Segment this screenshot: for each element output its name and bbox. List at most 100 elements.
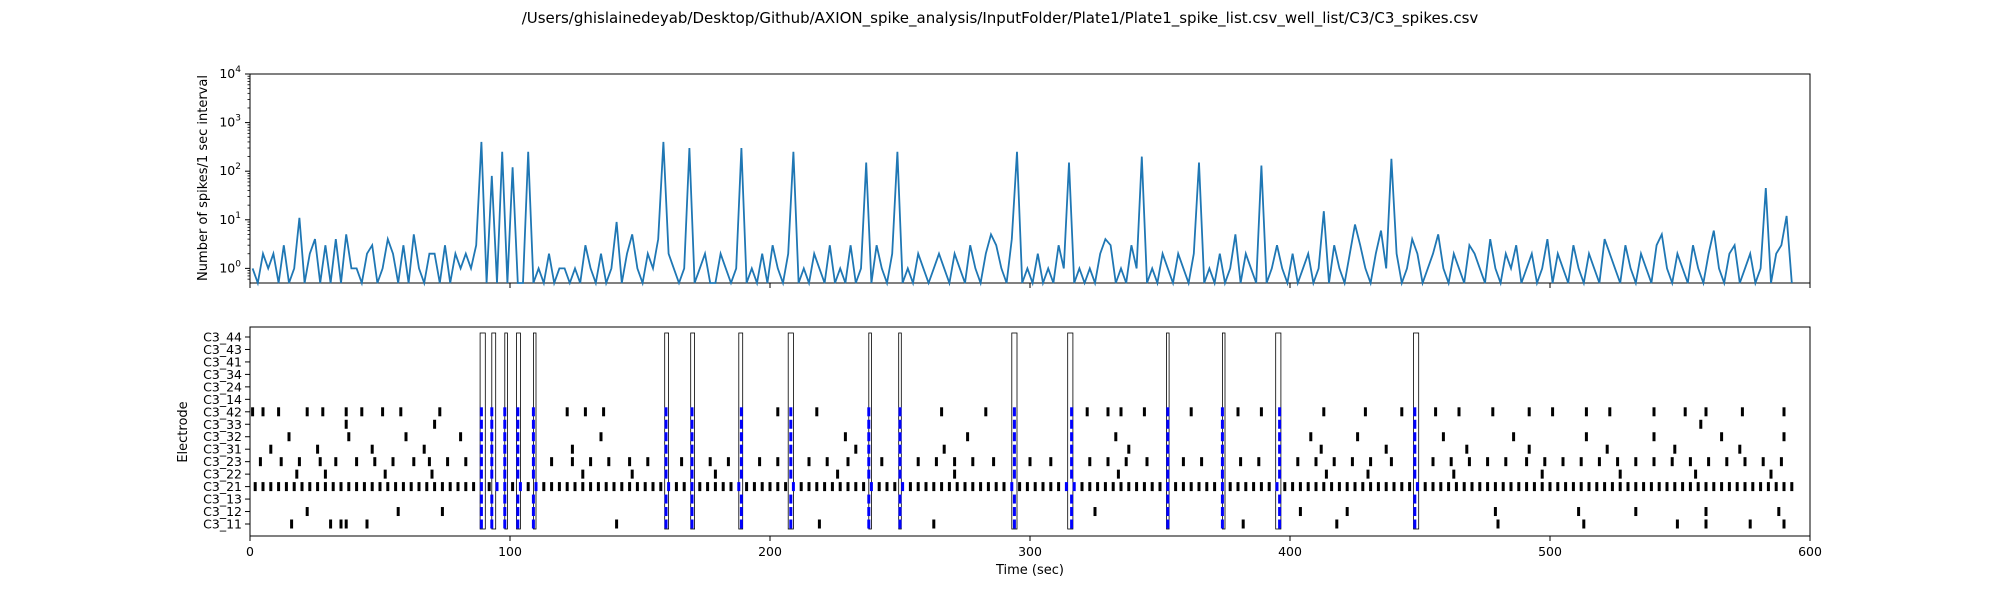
spike — [1127, 444, 1131, 454]
spike — [446, 457, 450, 467]
spike — [994, 482, 998, 492]
spike — [799, 482, 803, 492]
spike — [955, 482, 959, 492]
spike — [1441, 432, 1445, 442]
burst-spike — [490, 494, 494, 504]
spike — [1018, 482, 1022, 492]
network-burst-box — [738, 332, 744, 530]
spike — [1605, 444, 1609, 454]
spike — [1228, 482, 1232, 492]
spike — [292, 482, 296, 492]
spike — [1561, 457, 1565, 467]
spike — [760, 482, 764, 492]
spike — [365, 519, 369, 529]
spike — [472, 482, 476, 492]
burst-spike — [739, 519, 743, 529]
burst-spike — [516, 407, 520, 417]
spike — [768, 482, 772, 492]
burst-spike — [531, 419, 535, 429]
top-axes-frame — [249, 73, 1811, 284]
burst-spike — [490, 469, 494, 479]
burst-spike — [490, 419, 494, 429]
spike — [1257, 457, 1261, 467]
burst-spike — [1070, 444, 1074, 454]
network-burst-box — [1067, 332, 1074, 530]
burst-spike — [867, 469, 871, 479]
spike — [1158, 482, 1162, 492]
spike — [277, 407, 281, 417]
network-burst-box — [516, 332, 521, 530]
spike — [1725, 457, 1729, 467]
burst-spike — [1278, 444, 1282, 454]
spike — [784, 482, 788, 492]
spike — [1252, 482, 1256, 492]
spike — [836, 469, 840, 479]
spike — [1111, 482, 1115, 492]
spike — [1080, 482, 1084, 492]
spike — [542, 482, 546, 492]
spike — [331, 482, 335, 492]
burst-spike — [789, 444, 793, 454]
burst-spike — [869, 482, 873, 492]
spike — [287, 432, 291, 442]
electrode-label: C3_42 — [203, 404, 242, 419]
burst-spike — [867, 507, 871, 517]
spike — [339, 482, 343, 492]
spike — [581, 469, 585, 479]
burst-spike — [1072, 482, 1076, 492]
x-tick-label: 500 — [1538, 544, 1562, 559]
x-tick-label: 400 — [1278, 544, 1302, 559]
spike — [1353, 482, 1357, 492]
burst-spike — [1012, 457, 1016, 467]
burst-spike — [898, 469, 902, 479]
spike — [1322, 482, 1326, 492]
spike — [1049, 482, 1053, 492]
spike — [971, 482, 975, 492]
y-tick-label: 101 — [219, 211, 241, 227]
spike — [1431, 482, 1435, 492]
spike — [1699, 419, 1703, 429]
spike — [924, 482, 928, 492]
burst-spike — [1010, 482, 1014, 492]
spike — [1041, 482, 1045, 492]
electrode-label: C3_23 — [203, 454, 242, 469]
spike — [438, 407, 442, 417]
spike — [885, 482, 889, 492]
spike — [1259, 407, 1263, 417]
spike — [953, 469, 957, 479]
x-tick-label: 0 — [246, 544, 254, 559]
spike — [347, 482, 351, 492]
burst-spike — [898, 507, 902, 517]
spike — [1181, 457, 1185, 467]
spike — [1486, 482, 1490, 492]
spike-raster — [251, 407, 1794, 529]
x-tick-label: 200 — [758, 544, 782, 559]
spike — [607, 457, 611, 467]
spike — [1366, 469, 1370, 479]
spike — [589, 457, 593, 467]
spike — [511, 482, 515, 492]
burst-spike — [503, 432, 507, 442]
burst-spike — [1166, 507, 1170, 517]
spike — [1145, 457, 1149, 467]
spike — [966, 432, 970, 442]
network-burst-box — [898, 332, 902, 530]
spike — [846, 482, 850, 492]
spike — [1267, 482, 1271, 492]
burst-spike — [479, 482, 483, 492]
spike — [1777, 507, 1781, 517]
spike — [440, 482, 444, 492]
burst-spike — [1413, 519, 1417, 529]
electrode-label: C3_31 — [203, 442, 242, 457]
burst-spike — [690, 482, 694, 492]
spike — [1748, 519, 1752, 529]
spike — [815, 407, 819, 417]
spike — [1434, 407, 1438, 417]
spike — [940, 482, 944, 492]
spike — [1361, 482, 1365, 492]
spike — [383, 469, 387, 479]
burst-spike — [867, 457, 871, 467]
burst-spike — [867, 419, 871, 429]
network-burst-box — [1011, 332, 1018, 530]
spike — [456, 482, 460, 492]
